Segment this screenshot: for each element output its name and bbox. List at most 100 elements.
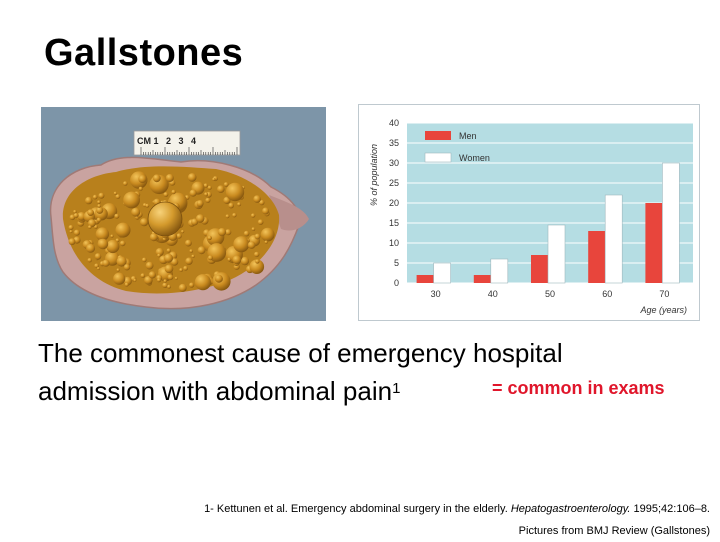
small-stone: [171, 189, 176, 195]
small-stone: [196, 200, 204, 207]
y-axis-label: % of population: [369, 144, 379, 206]
small-stone: [148, 271, 156, 279]
y-tick-label: 40: [389, 118, 399, 128]
small-stone: [233, 236, 250, 253]
bar-men: [416, 275, 434, 283]
small-stone: [205, 197, 211, 203]
small-stone: [249, 259, 265, 274]
small-stone: [88, 225, 92, 229]
small-stone: [138, 186, 143, 191]
bar-women: [604, 194, 623, 284]
small-stone: [156, 278, 162, 283]
small-stone: [225, 214, 230, 219]
small-stone: [145, 203, 150, 208]
small-stone: [254, 251, 260, 258]
small-stone: [85, 196, 93, 205]
small-stone: [181, 230, 185, 234]
y-tick-label: 20: [389, 198, 399, 208]
small-stone: [155, 248, 164, 257]
small-stone: [185, 257, 193, 265]
y-tick-label: 25: [389, 178, 399, 188]
small-stone: [207, 235, 212, 241]
bar-women: [490, 258, 509, 284]
small-stone: [98, 192, 105, 199]
small-stone: [255, 259, 260, 264]
small-stone: [124, 282, 129, 287]
small-stone: [87, 258, 92, 263]
small-stone: [178, 283, 187, 292]
small-stone: [94, 253, 102, 260]
small-stone: [217, 228, 227, 237]
large-stone: [147, 201, 183, 237]
small-stone: [203, 183, 208, 188]
reference-journal: Hepatogastroenterology.: [510, 503, 631, 515]
bar-men: [473, 275, 491, 283]
prevalence-chart: 0 5 10 15 20 25 30 35 40 % of population 30 40 50 60 7…: [358, 104, 700, 321]
bar-women: [547, 224, 566, 284]
small-stone: [123, 191, 140, 209]
small-stone: [191, 254, 195, 258]
small-stone: [262, 207, 270, 215]
small-stone: [164, 253, 173, 263]
x-tick-label: 40: [488, 289, 498, 299]
legend-swatch-women: [424, 152, 452, 163]
small-stone: [97, 238, 109, 250]
small-stone: [86, 243, 96, 253]
small-stone: [140, 218, 149, 227]
small-stone: [223, 182, 229, 187]
small-stone: [115, 194, 121, 199]
exam-note: = common in exams: [492, 378, 665, 398]
small-stone: [237, 202, 242, 207]
small-stone: [227, 257, 232, 262]
small-stone: [95, 227, 110, 241]
small-stone: [176, 233, 182, 239]
bar-men: [588, 231, 606, 283]
small-stone: [113, 272, 126, 285]
y-tick-label: 0: [394, 278, 399, 288]
small-stone: [94, 263, 99, 269]
small-stone: [163, 192, 169, 197]
small-stone: [116, 256, 127, 267]
legend-swatch-men: [425, 131, 451, 140]
small-stone: [110, 234, 114, 238]
footer: 1- Kettunen et al. Emergency abdominal s…: [204, 498, 710, 542]
small-stone: [87, 219, 96, 228]
small-stone: [96, 217, 102, 223]
small-stone: [116, 268, 120, 272]
small-stone: [149, 233, 158, 242]
small-stone: [251, 227, 256, 231]
footnote-marker: 1: [392, 380, 401, 397]
small-stone: [113, 191, 118, 195]
small-stone: [194, 274, 211, 291]
y-tick-label: 10: [389, 238, 399, 248]
bar-women: [433, 262, 451, 284]
small-stone: [214, 274, 223, 283]
small-stone: [96, 267, 100, 270]
x-axis-label: Age (years): [639, 305, 687, 315]
slide-title: Gallstones: [44, 32, 244, 74]
small-stone: [225, 229, 232, 236]
small-stone: [212, 177, 216, 181]
small-stone: [97, 200, 101, 204]
small-stone: [115, 222, 131, 238]
small-stone: [253, 195, 261, 203]
small-stone: [157, 253, 161, 258]
small-stone: [240, 256, 250, 266]
small-stone: [114, 213, 120, 219]
small-stone: [225, 182, 245, 202]
small-stone: [138, 174, 147, 184]
x-tick-label: 70: [659, 289, 669, 299]
x-tick-label: 30: [431, 289, 441, 299]
body-line-2: admission with abdominal pain1: [38, 372, 718, 410]
reference-details: 1995;42:106–8.: [630, 503, 710, 515]
small-stone: [259, 199, 265, 206]
small-stone: [140, 273, 146, 278]
x-tick-label: 50: [545, 289, 555, 299]
small-stone: [228, 202, 234, 209]
small-stone: [145, 261, 154, 270]
small-stone: [73, 229, 80, 236]
small-stone: [167, 284, 171, 289]
legend-label-men: Men: [459, 131, 477, 141]
small-stone: [250, 213, 256, 218]
small-stone: [183, 265, 189, 271]
